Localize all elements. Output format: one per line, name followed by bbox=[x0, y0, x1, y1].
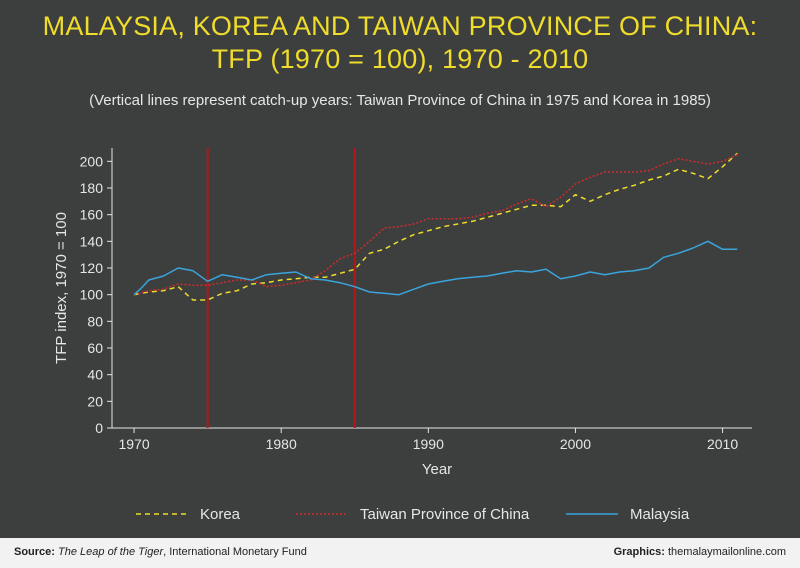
y-tick-label: 20 bbox=[87, 393, 103, 409]
x-tick-label: 1980 bbox=[266, 436, 297, 452]
chart-title-line2: TFP (1970 = 100), 1970 - 2010 bbox=[211, 44, 589, 74]
x-tick-label: 2010 bbox=[707, 436, 738, 452]
credit-label: Graphics: bbox=[613, 546, 665, 558]
malaysia-legend-label: Malaysia bbox=[630, 506, 690, 523]
y-tick-label: 200 bbox=[80, 153, 104, 169]
taiwan-series-line bbox=[133, 154, 738, 296]
y-tick-label: 140 bbox=[80, 233, 104, 249]
tfp-line-chart: 0 20 40 60 80 100 120 140 160 180 200 1970 1980 1990 2… bbox=[53, 148, 752, 523]
y-tick-label: 60 bbox=[87, 340, 103, 356]
footer-bar: Source: The Leap of the Tiger, Internati… bbox=[0, 538, 800, 568]
korea-series-line bbox=[133, 152, 738, 301]
chart-title-line1: MALAYSIA, KOREA AND TAIWAN PROVINCE OF C… bbox=[42, 11, 758, 41]
y-tick-label: 40 bbox=[87, 367, 103, 383]
source-publisher: , International Monetary Fund bbox=[163, 546, 307, 558]
y-tick-label: 100 bbox=[80, 287, 104, 303]
x-tick-label: 1990 bbox=[413, 436, 444, 452]
y-tick-label: 160 bbox=[80, 207, 104, 223]
x-tick-label: 2000 bbox=[560, 436, 591, 452]
credit-site: themalaymailonline.com bbox=[668, 546, 786, 558]
y-tick-label: 80 bbox=[87, 313, 103, 329]
malaysia-series-line bbox=[133, 240, 738, 296]
taiwan-legend-label: Taiwan Province of China bbox=[360, 506, 530, 523]
source-label: Source: bbox=[14, 546, 55, 558]
y-tick-label: 180 bbox=[80, 180, 104, 196]
korea-legend-label: Korea bbox=[200, 506, 241, 523]
x-tick-label: 1970 bbox=[118, 436, 149, 452]
x-axis-label: Year bbox=[422, 461, 452, 478]
graphics-credit: Graphics: themalaymailonline.com bbox=[614, 546, 786, 558]
source-title: The Leap of the Tiger bbox=[58, 546, 164, 558]
y-tick-label: 120 bbox=[80, 260, 104, 276]
y-tick-label: 0 bbox=[95, 420, 103, 436]
chart-subtitle: (Vertical lines represent catch-up years… bbox=[89, 92, 711, 109]
source-note: Source: The Leap of the Tiger, Internati… bbox=[14, 546, 307, 558]
y-axis-label: TFP index, 1970 = 100 bbox=[53, 212, 70, 364]
